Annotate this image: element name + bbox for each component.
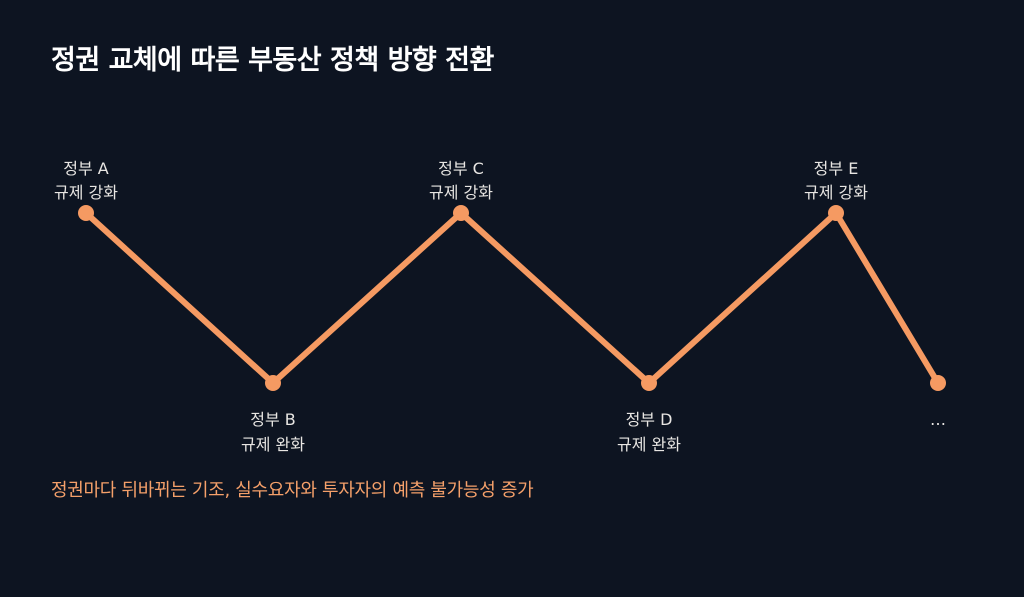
node-government-label: 정부 C (438, 159, 484, 178)
node-government-label: 정부 B (250, 410, 296, 429)
node-continuation: … (930, 375, 946, 429)
node-government-label: 정부 D (626, 410, 673, 429)
node-policy-label: 규제 강화 (804, 183, 868, 202)
node-dot (641, 375, 657, 391)
node-dot (930, 375, 946, 391)
node-government-a: 정부 A 규제 강화 (54, 159, 118, 221)
page-title: 정권 교체에 따른 부동산 정책 방향 전환 (51, 45, 494, 76)
node-policy-label: 규제 완화 (241, 435, 305, 454)
node-dot (78, 205, 94, 221)
node-government-e: 정부 E 규제 강화 (804, 159, 868, 221)
node-policy-label: 규제 강화 (54, 183, 118, 202)
node-dot (828, 205, 844, 221)
node-government-d: 정부 D 규제 완화 (617, 375, 681, 454)
node-government-b: 정부 B 규제 완화 (241, 375, 305, 454)
node-policy-label: 규제 완화 (617, 435, 681, 454)
node-government-label: 정부 E (814, 159, 859, 178)
node-dot (453, 205, 469, 221)
node-dot (265, 375, 281, 391)
policy-trend-line (83, 210, 941, 386)
node-government-c: 정부 C 규제 강화 (429, 159, 493, 221)
diagram-caption: 정권마다 뒤바뀌는 기조, 실수요자와 투자자의 예측 불가능성 증가 (51, 480, 534, 501)
ellipsis-label: … (930, 410, 946, 429)
node-government-label: 정부 A (63, 159, 109, 178)
node-policy-label: 규제 강화 (429, 183, 493, 202)
